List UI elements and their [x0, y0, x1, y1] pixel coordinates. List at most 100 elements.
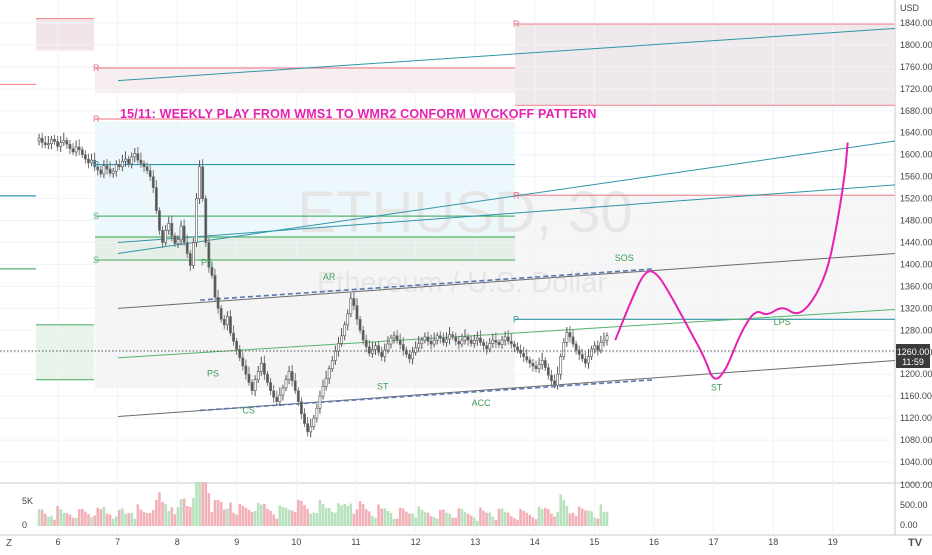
- candle-body[interactable]: [244, 365, 248, 375]
- candle-body[interactable]: [290, 371, 294, 382]
- candle-body[interactable]: [154, 187, 158, 211]
- candle-body[interactable]: [577, 349, 581, 355]
- volume-bar[interactable]: [281, 506, 285, 526]
- volume-bar[interactable]: [513, 518, 516, 526]
- candle-body[interactable]: [528, 359, 532, 364]
- candle-body[interactable]: [262, 362, 266, 375]
- volume-bar[interactable]: [411, 513, 414, 526]
- candle-body[interactable]: [121, 160, 124, 168]
- channel-line[interactable]: [117, 359, 896, 417]
- volume-bar[interactable]: [108, 514, 112, 526]
- candle-body[interactable]: [142, 163, 146, 168]
- candle-body[interactable]: [130, 156, 134, 165]
- candle-body[interactable]: [195, 198, 198, 243]
- candle-body[interactable]: [423, 336, 427, 341]
- candle-body[interactable]: [556, 373, 560, 386]
- volume-bar[interactable]: [358, 501, 362, 526]
- volume-bar[interactable]: [145, 513, 149, 526]
- candle-body[interactable]: [327, 368, 331, 379]
- volume-bar[interactable]: [192, 497, 195, 526]
- volume-bar[interactable]: [374, 518, 377, 526]
- candle-body[interactable]: [583, 358, 587, 364]
- volume-bar[interactable]: [241, 505, 245, 526]
- candle-body[interactable]: [182, 225, 186, 243]
- candle-body[interactable]: [389, 337, 393, 345]
- candle-body[interactable]: [306, 423, 310, 433]
- candle-body[interactable]: [185, 242, 189, 254]
- volume-bar[interactable]: [229, 502, 232, 527]
- candle-body[interactable]: [102, 165, 106, 175]
- candle-body[interactable]: [330, 360, 334, 370]
- candle-body[interactable]: [466, 336, 470, 341]
- candle-body[interactable]: [207, 242, 211, 268]
- candle-body[interactable]: [513, 343, 516, 348]
- volume-bar[interactable]: [522, 510, 525, 526]
- volume-bar[interactable]: [290, 510, 294, 526]
- candle-body[interactable]: [451, 334, 455, 338]
- candle-body[interactable]: [127, 158, 130, 165]
- volume-bar[interactable]: [510, 516, 513, 526]
- volume-bar[interactable]: [392, 518, 396, 526]
- volume-bar[interactable]: [568, 513, 572, 526]
- candle-body[interactable]: [374, 345, 377, 350]
- candle-body[interactable]: [296, 390, 300, 402]
- candle-body[interactable]: [87, 158, 90, 164]
- volume-bar[interactable]: [210, 511, 214, 526]
- volume-bar[interactable]: [207, 493, 211, 526]
- volume-bar[interactable]: [121, 508, 124, 527]
- candle-body[interactable]: [114, 164, 118, 172]
- volume-bar[interactable]: [139, 509, 143, 526]
- volume-bar[interactable]: [417, 506, 421, 526]
- volume-bar[interactable]: [327, 508, 331, 526]
- volume-bar[interactable]: [479, 507, 482, 526]
- candle-body[interactable]: [503, 336, 507, 341]
- volume-bar[interactable]: [460, 509, 464, 526]
- volume-bar[interactable]: [170, 507, 174, 526]
- volume-bar[interactable]: [293, 512, 297, 526]
- candle-body[interactable]: [62, 140, 66, 143]
- candle-body[interactable]: [562, 342, 566, 357]
- candle-body[interactable]: [266, 373, 269, 383]
- volume-bar[interactable]: [364, 509, 368, 526]
- volume-bar[interactable]: [176, 507, 180, 526]
- candle-body[interactable]: [559, 356, 563, 375]
- volume-bar[interactable]: [540, 509, 544, 526]
- volume-bar[interactable]: [386, 510, 390, 526]
- volume-bar[interactable]: [574, 515, 578, 526]
- candle-body[interactable]: [287, 371, 291, 381]
- volume-bar[interactable]: [161, 501, 164, 526]
- candle-body[interactable]: [340, 335, 343, 344]
- projection-curve[interactable]: [614, 142, 849, 380]
- candle-body[interactable]: [46, 143, 50, 146]
- candle-body[interactable]: [358, 319, 362, 331]
- candle-body[interactable]: [367, 346, 371, 354]
- candle-body[interactable]: [99, 169, 103, 175]
- channel-line[interactable]: [117, 140, 896, 254]
- volume-bar[interactable]: [300, 500, 303, 526]
- candle-body[interactable]: [50, 139, 53, 145]
- volume-bar[interactable]: [133, 518, 137, 526]
- candle-body[interactable]: [426, 336, 430, 342]
- candle-body[interactable]: [93, 159, 97, 168]
- candle-body[interactable]: [537, 364, 541, 370]
- candle-body[interactable]: [161, 230, 164, 243]
- volume-bar[interactable]: [118, 509, 121, 526]
- volume-bar[interactable]: [426, 512, 430, 526]
- volume-bar[interactable]: [439, 509, 442, 526]
- candle-body[interactable]: [352, 298, 356, 306]
- volume-bar[interactable]: [47, 516, 50, 526]
- candle-body[interactable]: [494, 339, 498, 343]
- channel-line[interactable]: [117, 252, 896, 309]
- candle-body[interactable]: [216, 297, 220, 309]
- volume-bar[interactable]: [65, 513, 69, 526]
- candle-body[interactable]: [571, 336, 575, 345]
- volume-bar[interactable]: [198, 482, 201, 526]
- volume-bar[interactable]: [429, 516, 433, 526]
- volume-bar[interactable]: [96, 507, 100, 526]
- candle-body[interactable]: [580, 354, 584, 360]
- volume-bar[interactable]: [84, 511, 87, 526]
- candle-body[interactable]: [96, 166, 100, 171]
- candle-body[interactable]: [401, 344, 405, 351]
- volume-bar[interactable]: [476, 520, 479, 526]
